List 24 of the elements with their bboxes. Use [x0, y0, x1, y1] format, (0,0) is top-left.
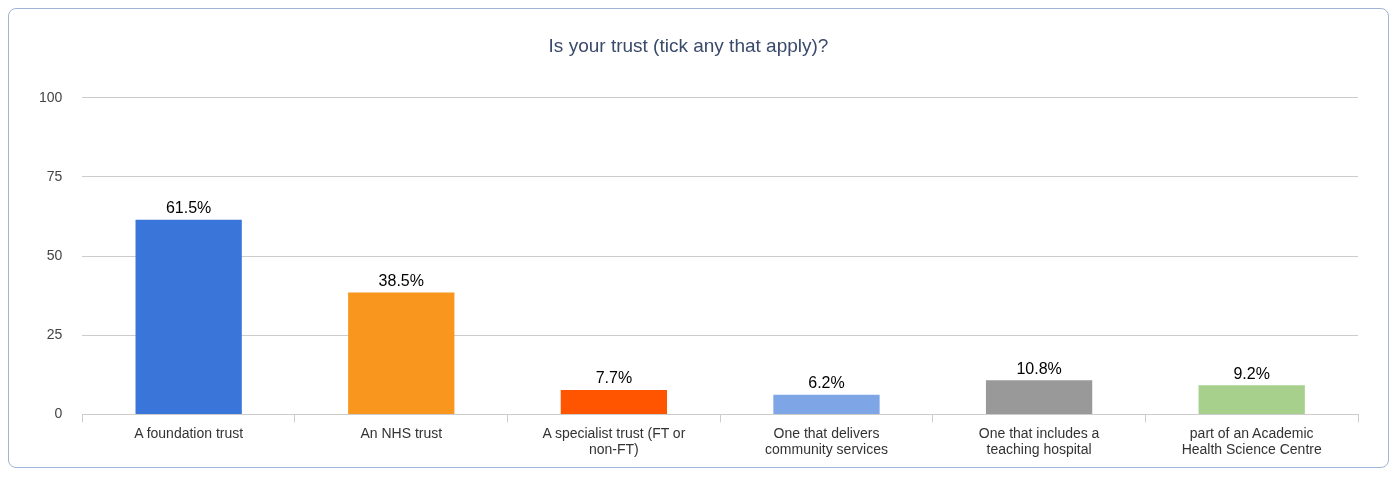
x-tick-label: A specialist trust (FT or non-FT) — [542, 424, 686, 458]
bar — [348, 292, 455, 414]
y-tick-label: 100 — [39, 88, 63, 105]
data-label: 7.7% — [595, 369, 633, 387]
data-label: 9.2% — [1233, 364, 1270, 382]
x-tick-label: part of an Academic Health Science Centre — [1181, 424, 1322, 458]
bar — [560, 390, 668, 414]
x-tick-label: One that delivers community services — [765, 424, 888, 458]
data-label: 61.5% — [165, 199, 212, 217]
data-label: 6.2% — [808, 374, 845, 392]
y-tick-label: 25 — [46, 326, 63, 343]
bar — [135, 219, 242, 414]
bar — [985, 380, 1093, 414]
bar — [773, 394, 880, 414]
y-tick-label: 75 — [46, 167, 63, 184]
data-label: 10.8% — [1016, 359, 1062, 377]
x-tick-label: A foundation trust — [134, 424, 244, 441]
data-label: 38.5% — [378, 271, 424, 289]
x-tick-label: One that includes a teaching hospital — [978, 424, 1100, 458]
bar — [1198, 385, 1305, 414]
x-tick-label: An NHS trust — [360, 424, 443, 441]
chart-title: Is your trust (tick any that apply)? — [548, 34, 829, 56]
y-tick-label: 50 — [46, 246, 63, 263]
y-tick-label: 0 — [54, 405, 63, 422]
